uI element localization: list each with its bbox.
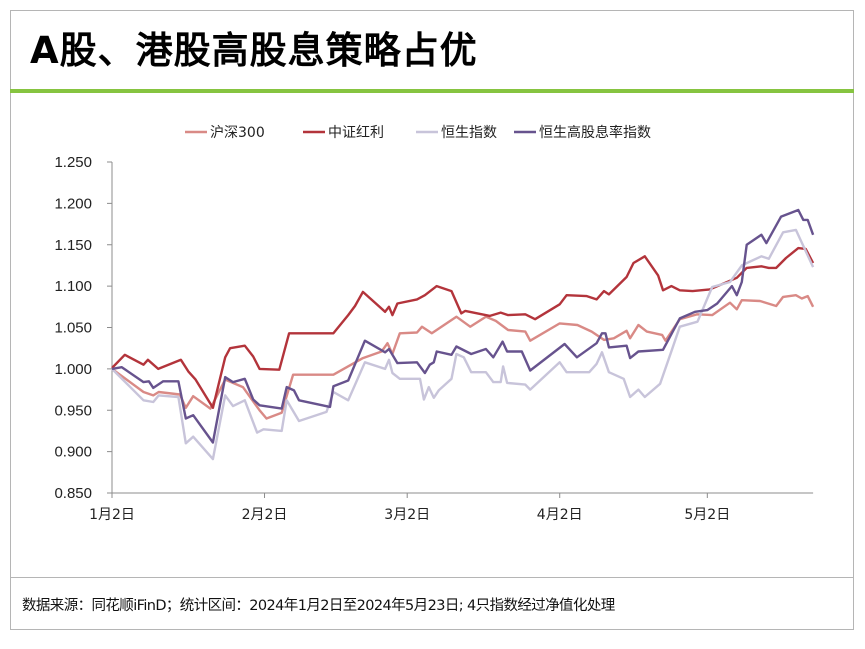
legend-label: 沪深300	[210, 125, 265, 141]
slide-frame	[10, 10, 854, 630]
y-tick-label: 1.250	[54, 154, 92, 171]
source-note: 数据来源：同花顺iFinD；统计区间：2024年1月2日至2024年5月23日;…	[22, 598, 615, 614]
series-line-1	[111, 246, 815, 409]
x-tick-label: 2月2日	[242, 507, 288, 523]
x-tick-label: 5月2日	[684, 507, 730, 523]
y-tick-label: 1.100	[54, 278, 92, 295]
slide-title: A股、港股高股息策略占优	[30, 29, 478, 72]
series-line-0	[111, 294, 815, 420]
y-tick-label: 0.900	[54, 444, 92, 461]
footer-divider	[10, 577, 854, 578]
legend-label: 中证红利	[328, 125, 384, 141]
y-tick-label: 0.950	[54, 402, 92, 419]
y-tick-label: 1.150	[54, 237, 92, 254]
y-tick-label: 1.000	[54, 361, 92, 378]
x-tick-label: 3月2日	[384, 507, 430, 523]
legend-label: 恒生高股息率指数	[539, 124, 651, 141]
series-line-2	[111, 228, 815, 461]
y-tick-label: 1.200	[54, 195, 92, 212]
y-tick-label: 1.050	[54, 320, 92, 337]
x-tick-label: 1月2日	[89, 507, 135, 523]
title-divider	[10, 89, 854, 93]
legend-label: 恒生指数	[441, 125, 497, 141]
y-tick-label: 0.850	[54, 485, 92, 502]
x-tick-label: 4月2日	[537, 507, 583, 523]
series-line-3	[111, 208, 815, 444]
